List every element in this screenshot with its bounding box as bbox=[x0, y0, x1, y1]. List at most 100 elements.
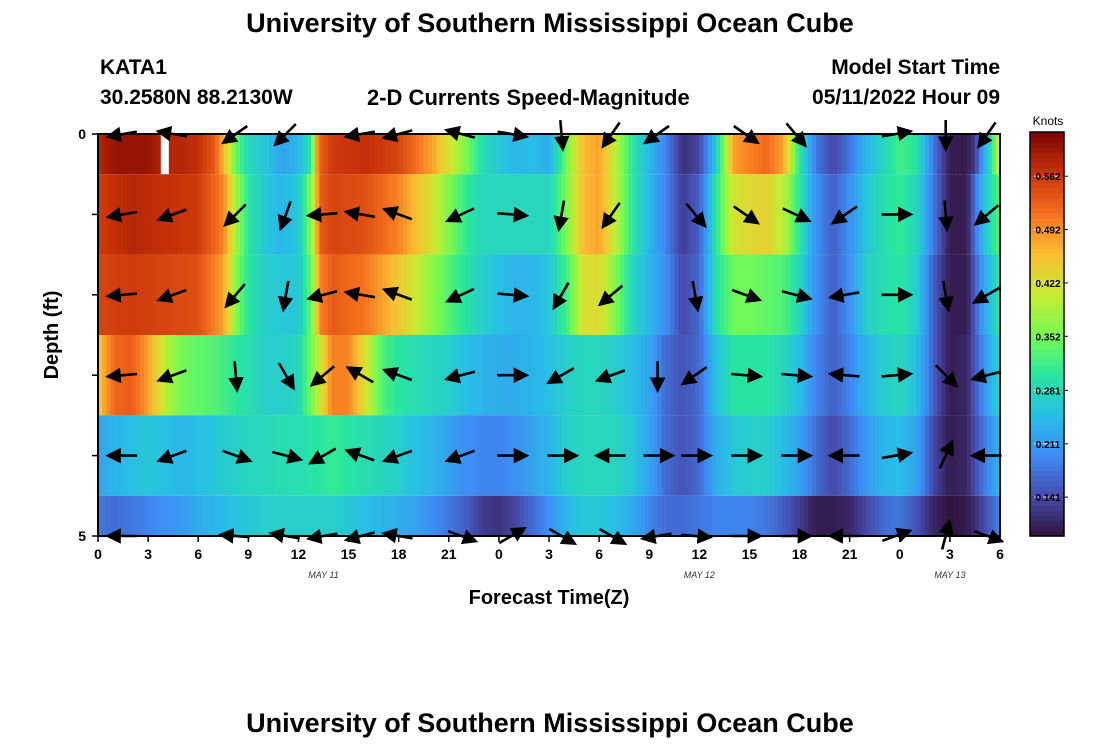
heatmap-cell bbox=[444, 174, 450, 255]
heatmap-cell bbox=[160, 254, 166, 335]
heatmap-cell bbox=[653, 174, 659, 255]
heatmap-cell bbox=[645, 495, 650, 536]
heatmap-cell bbox=[344, 415, 350, 496]
colorbar-segment bbox=[1030, 384, 1064, 391]
heatmap-cell bbox=[540, 254, 546, 335]
heatmap-cell bbox=[189, 174, 195, 255]
current-vector-arrow bbox=[881, 447, 914, 463]
colorbar-frame bbox=[1029, 131, 1065, 537]
heatmap-cell bbox=[139, 134, 145, 175]
heatmap-cell bbox=[486, 415, 492, 496]
heatmap-cell bbox=[444, 335, 450, 416]
heatmap-cell bbox=[966, 335, 972, 416]
heatmap-cell bbox=[549, 335, 554, 416]
colorbar-segment bbox=[1030, 394, 1064, 401]
heatmap-cell bbox=[302, 134, 308, 175]
heatmap-cell bbox=[912, 335, 918, 416]
heatmap-cell bbox=[244, 134, 249, 175]
current-vector-arrow bbox=[381, 206, 413, 221]
heatmap-cell bbox=[189, 335, 195, 416]
heatmap-cell bbox=[962, 174, 968, 255]
heatmap-cell bbox=[386, 495, 391, 536]
heatmap-cell bbox=[920, 415, 926, 496]
heatmap-cell bbox=[98, 335, 103, 416]
colorbar-tick-label: 0.211 bbox=[1036, 440, 1061, 451]
heatmap-cell bbox=[966, 415, 972, 496]
current-vector-arrow bbox=[381, 127, 413, 143]
heatmap-cell bbox=[419, 174, 425, 255]
heatmap-cell bbox=[327, 415, 333, 496]
heatmap-cell bbox=[152, 495, 158, 536]
heatmap-cell bbox=[578, 495, 584, 536]
heatmap-cell bbox=[160, 415, 166, 496]
heatmap-cell bbox=[803, 254, 809, 335]
heatmap-cell bbox=[260, 495, 266, 536]
heatmap-cell bbox=[569, 495, 575, 536]
heatmap-cell bbox=[908, 134, 913, 175]
heatmap-cell bbox=[899, 495, 905, 536]
heatmap-cell bbox=[862, 134, 867, 175]
heatmap-cell bbox=[590, 495, 596, 536]
heatmap-cell bbox=[995, 254, 1001, 335]
heatmap-cell bbox=[724, 134, 730, 175]
heatmap-cell bbox=[640, 335, 646, 416]
heatmap-cell bbox=[440, 415, 446, 496]
heatmap-cell bbox=[569, 254, 575, 335]
heatmap-cell bbox=[148, 174, 153, 255]
heatmap-cell bbox=[415, 335, 421, 416]
current-vector-arrow bbox=[344, 447, 375, 463]
heatmap-cell bbox=[256, 174, 262, 255]
heatmap-cell bbox=[611, 134, 617, 175]
heatmap-cell bbox=[315, 415, 320, 496]
heatmap-cell bbox=[540, 495, 546, 536]
heatmap-cell bbox=[774, 495, 780, 536]
heatmap-cell bbox=[891, 134, 897, 175]
heatmap-cell bbox=[273, 495, 279, 536]
heatmap-cell bbox=[323, 134, 329, 175]
heatmap-cell bbox=[778, 174, 784, 255]
heatmap-cell bbox=[336, 254, 341, 335]
heatmap-cell bbox=[281, 134, 287, 175]
heatmap-cell bbox=[632, 254, 638, 335]
heatmap-cell bbox=[878, 415, 884, 496]
heatmap-cell bbox=[206, 415, 212, 496]
heatmap-cell bbox=[720, 415, 725, 496]
heatmap-cell bbox=[298, 174, 304, 255]
current-vector-arrow bbox=[685, 202, 707, 229]
colorbar-segment bbox=[1030, 303, 1064, 310]
heatmap-cell bbox=[373, 134, 379, 175]
heatmap-cell bbox=[139, 174, 145, 255]
heatmap-cell bbox=[945, 495, 951, 536]
heatmap-cell bbox=[98, 174, 103, 255]
heatmap-cell bbox=[711, 174, 717, 255]
heatmap-cell bbox=[381, 495, 387, 536]
heatmap-cell bbox=[273, 335, 279, 416]
heatmap-cell bbox=[102, 415, 107, 496]
current-vector-arrow bbox=[268, 527, 300, 544]
heatmap-cell bbox=[837, 495, 842, 536]
heatmap-cell bbox=[995, 174, 1001, 255]
heatmap-cell bbox=[636, 174, 642, 255]
heatmap-cell bbox=[828, 134, 834, 175]
heatmap-cell bbox=[703, 134, 709, 175]
current-vector-arrow bbox=[306, 287, 338, 303]
heatmap-cell bbox=[194, 335, 199, 416]
current-vector-arrow bbox=[343, 286, 376, 303]
x-tick-label: 6 bbox=[595, 546, 603, 562]
heatmap-cell bbox=[874, 415, 880, 496]
colorbar-segment bbox=[1030, 500, 1064, 507]
heatmap-cell bbox=[670, 174, 675, 255]
heatmap-cell bbox=[586, 415, 592, 496]
heatmap-cell bbox=[185, 254, 191, 335]
heatmap-cell bbox=[323, 495, 329, 536]
colorbar-segment bbox=[1030, 450, 1064, 456]
heatmap-cell bbox=[494, 495, 500, 536]
heatmap-cell bbox=[252, 174, 258, 255]
heatmap-cell bbox=[636, 495, 642, 536]
x-tick-label: 12 bbox=[291, 546, 307, 562]
heatmap-cell bbox=[402, 254, 408, 335]
station-coords: 30.2580N 88.2130W bbox=[100, 86, 293, 109]
heatmap-cell bbox=[139, 495, 145, 536]
heatmap-cell bbox=[640, 495, 646, 536]
colorbar-segment bbox=[1030, 470, 1064, 476]
